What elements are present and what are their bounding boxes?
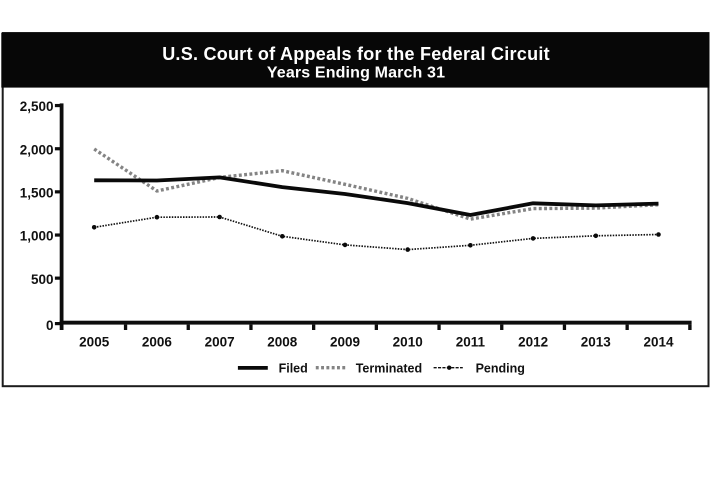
svg-text:2,500: 2,500 xyxy=(20,99,54,114)
svg-text:2008: 2008 xyxy=(267,334,298,349)
svg-text:2010: 2010 xyxy=(393,334,423,349)
svg-text:2006: 2006 xyxy=(142,334,173,349)
svg-text:U.S. Court of Appeals for the: U.S. Court of Appeals for the Federal Ci… xyxy=(162,44,550,64)
svg-text:1,000: 1,000 xyxy=(20,229,54,244)
svg-text:2,000: 2,000 xyxy=(20,142,54,157)
svg-text:2007: 2007 xyxy=(205,334,235,349)
svg-text:0: 0 xyxy=(46,318,54,333)
svg-text:500: 500 xyxy=(31,272,54,287)
svg-text:Years Ending March 31: Years Ending March 31 xyxy=(267,65,445,82)
svg-text:2013: 2013 xyxy=(581,334,612,349)
svg-text:2014: 2014 xyxy=(643,334,674,349)
svg-text:Pending: Pending xyxy=(476,361,525,375)
svg-text:2012: 2012 xyxy=(518,334,548,349)
svg-text:2009: 2009 xyxy=(330,334,360,349)
svg-text:2005: 2005 xyxy=(79,334,110,349)
svg-text:1,500: 1,500 xyxy=(20,186,54,201)
svg-text:2011: 2011 xyxy=(456,334,486,349)
svg-text:Filed: Filed xyxy=(279,361,308,375)
svg-text:Terminated: Terminated xyxy=(356,361,422,375)
